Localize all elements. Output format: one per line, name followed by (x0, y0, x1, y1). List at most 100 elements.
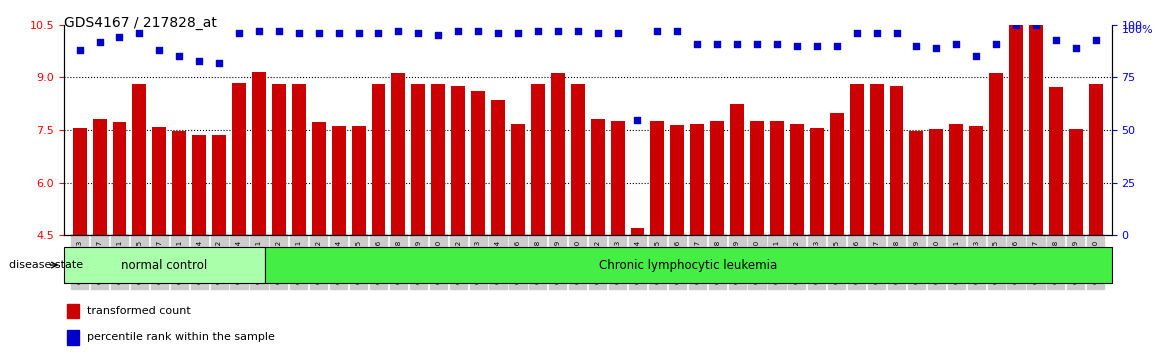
Point (608, 30, 626, 36)
Text: transformed count: transformed count (87, 306, 191, 316)
Bar (610, 121, 624, 354)
Point (1006, 22, 1025, 28)
Point (71, 47, 89, 53)
Point (229, 30, 248, 36)
Bar (731, 104, 745, 354)
Bar (173, 131, 186, 354)
Bar (372, 84, 386, 354)
Bar (491, 100, 505, 354)
Point (290, 30, 308, 36)
Point (1027, 22, 1046, 28)
Bar (930, 130, 944, 354)
Bar (212, 135, 226, 354)
Bar (530, 84, 545, 354)
Bar (132, 84, 146, 354)
Bar (830, 113, 844, 354)
Bar (64, 247, 265, 283)
Point (350, 30, 368, 36)
Point (588, 30, 607, 36)
Bar (571, 84, 585, 354)
Bar (391, 73, 405, 354)
Bar (431, 84, 445, 354)
Bar (265, 247, 1112, 283)
Bar (591, 119, 604, 354)
Point (309, 30, 328, 36)
Bar (153, 127, 167, 354)
Text: Chronic lymphocytic leukemia: Chronic lymphocytic leukemia (600, 258, 777, 272)
Text: normal control: normal control (122, 258, 207, 272)
Bar (252, 72, 266, 354)
Point (967, 53, 985, 59)
Bar (989, 73, 1003, 354)
Bar (870, 84, 884, 354)
Point (569, 28, 587, 34)
Point (489, 30, 507, 36)
Point (528, 28, 547, 34)
Point (469, 28, 488, 34)
Bar (1069, 130, 1083, 354)
Point (708, 41, 726, 47)
Point (270, 28, 288, 34)
Point (768, 41, 786, 47)
Point (110, 35, 129, 40)
Point (807, 43, 826, 49)
Bar (750, 121, 764, 354)
Text: percentile rank within the sample: percentile rank within the sample (87, 332, 274, 342)
Point (629, 117, 647, 122)
Bar (1049, 87, 1063, 354)
Point (170, 53, 189, 59)
Bar (1089, 84, 1102, 354)
Bar (67, 330, 79, 344)
Bar (192, 135, 206, 354)
Bar (292, 84, 306, 354)
Point (428, 33, 447, 38)
Bar (352, 126, 366, 354)
Bar (969, 126, 983, 354)
Point (389, 28, 408, 34)
Point (329, 30, 347, 36)
Point (907, 43, 925, 49)
Bar (312, 122, 325, 354)
Text: GDS4167 / 217828_at: GDS4167 / 217828_at (64, 16, 217, 30)
Point (130, 30, 148, 36)
Point (867, 30, 886, 36)
Bar (452, 86, 466, 354)
Point (728, 41, 747, 47)
Point (190, 58, 208, 63)
Bar (471, 91, 485, 354)
Point (748, 41, 767, 47)
Bar (73, 129, 87, 354)
Bar (112, 122, 126, 354)
Bar (67, 304, 79, 319)
Bar (710, 121, 724, 354)
Point (449, 28, 468, 34)
Point (947, 41, 966, 47)
Bar (331, 126, 345, 354)
Point (987, 41, 1005, 47)
Bar (630, 228, 645, 354)
Point (688, 41, 706, 47)
Bar (790, 124, 804, 354)
Bar (511, 124, 525, 354)
Point (928, 45, 946, 51)
Bar (232, 83, 245, 354)
Point (1086, 37, 1105, 42)
Bar (690, 124, 704, 354)
Bar (651, 121, 665, 354)
Point (828, 43, 846, 49)
Bar (1009, 25, 1023, 354)
Text: disease state: disease state (9, 260, 83, 270)
Point (848, 30, 866, 36)
Point (668, 28, 687, 34)
Point (787, 43, 806, 49)
Text: 100%: 100% (1122, 25, 1153, 35)
Point (151, 47, 169, 53)
Bar (850, 84, 864, 354)
Point (508, 30, 527, 36)
Bar (809, 129, 823, 354)
Bar (889, 86, 903, 354)
Bar (1029, 25, 1043, 354)
Point (90, 39, 109, 45)
Bar (272, 84, 286, 354)
Bar (411, 84, 425, 354)
